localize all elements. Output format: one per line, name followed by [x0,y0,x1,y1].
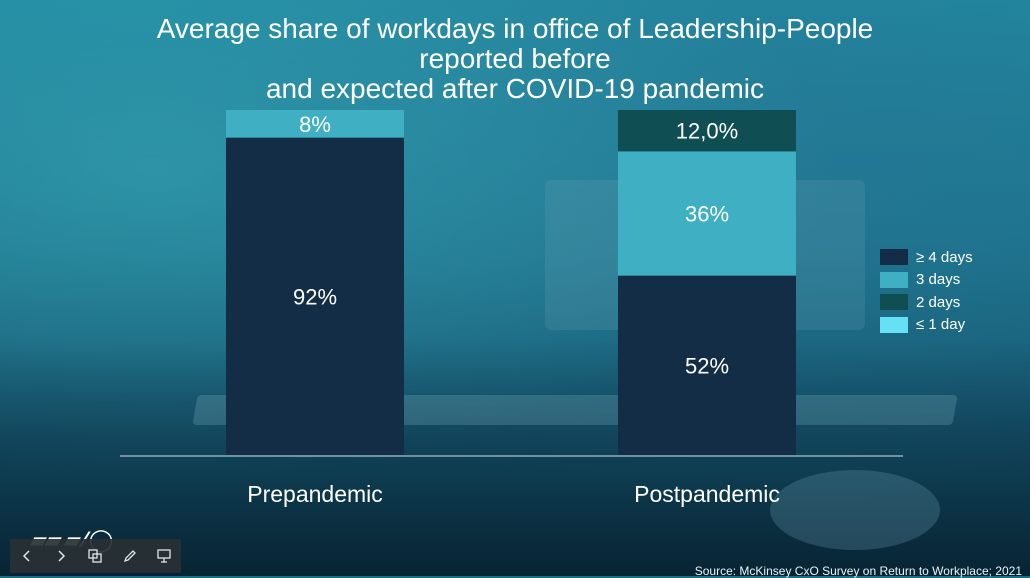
legend-label: ≤ 1 day [916,316,966,334]
legend-swatch [880,271,908,288]
legend-item: ≥ 4 days [880,246,973,269]
data-label: 52% [685,353,729,378]
chevron-left-icon [23,550,30,562]
legend-swatch [880,316,908,333]
category-label: Prepandemic [247,481,383,507]
chart-title: Average share of workdays in office of L… [0,14,1030,104]
chart-title-line: reported before [419,43,611,74]
legend-label: 3 days [916,271,961,289]
data-label: 92% [293,284,337,309]
background-mouse [770,470,940,550]
source-note: Source: McKinsey CxO Survey on Return to… [694,564,1022,578]
legend-swatch [880,294,908,311]
bar-segment [618,110,796,152]
legend-label: ≥ 4 days [916,248,973,266]
legend: ≥ 4 days 3 days 2 days ≤ 1 day [880,246,973,336]
legend-swatch [880,249,908,266]
bar-segment [618,275,796,455]
data-label: 8% [299,112,331,137]
chart-title-line: Average share of workdays in office of L… [156,13,874,44]
next-slide-button[interactable] [47,542,75,570]
chart-title-line: and expected after COVID-19 pandemic [265,73,765,104]
background-desk [0,340,1030,576]
category-label: Postpandemic [634,481,780,507]
bar-segment [618,151,796,276]
legend-item: 2 days [880,291,973,314]
pen-icon [123,550,136,563]
slides-icon [88,549,103,563]
presenter-view-button[interactable] [150,542,178,570]
presentation-icon [157,549,171,563]
legend-label: 2 days [916,293,961,311]
data-label: 12,0% [676,119,738,144]
slide-overview-button[interactable] [81,542,109,570]
bar-segment [226,137,404,455]
chevron-right-icon [58,550,66,562]
legend-item: ≤ 1 day [880,314,973,337]
presentation-toolbar [10,539,181,573]
bar-segment [226,110,404,138]
previous-slide-button[interactable] [13,542,41,570]
pen-tool-button[interactable] [116,542,144,570]
legend-item: 3 days [880,269,973,292]
data-label: 36% [685,202,729,227]
